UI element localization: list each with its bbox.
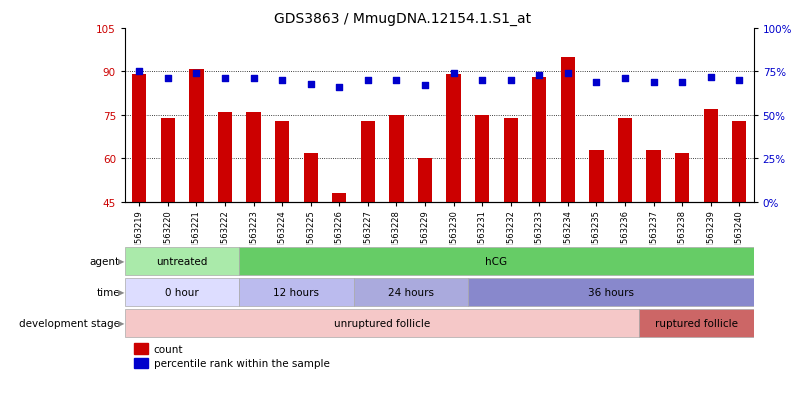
Point — [333, 85, 346, 91]
Bar — [125, 309, 639, 337]
Bar — [589, 150, 604, 202]
Bar — [218, 113, 232, 202]
Text: 24 hours: 24 hours — [388, 287, 434, 297]
Text: 0 hour: 0 hour — [165, 287, 199, 297]
Bar — [732, 121, 746, 202]
Text: ▶: ▶ — [118, 288, 124, 297]
Point — [675, 79, 688, 86]
Text: unruptured follicle: unruptured follicle — [334, 318, 430, 328]
Bar — [354, 278, 467, 306]
Text: GDS3863 / MmugDNA.12154.1.S1_at: GDS3863 / MmugDNA.12154.1.S1_at — [274, 12, 532, 26]
Point — [704, 74, 717, 81]
Bar — [475, 116, 489, 202]
Text: development stage: development stage — [19, 318, 120, 328]
Bar — [389, 116, 404, 202]
Bar — [239, 247, 754, 275]
Point — [218, 76, 231, 83]
Bar — [447, 75, 461, 202]
Bar — [561, 58, 575, 202]
Point — [418, 83, 431, 90]
Text: ▶: ▶ — [118, 257, 124, 266]
Point — [590, 79, 603, 86]
Bar — [675, 153, 689, 202]
Bar — [467, 278, 754, 306]
Point — [390, 78, 403, 84]
Bar — [247, 113, 260, 202]
Point — [276, 78, 289, 84]
Bar — [332, 194, 347, 202]
Point — [304, 81, 317, 88]
Point — [476, 78, 488, 84]
Text: percentile rank within the sample: percentile rank within the sample — [153, 358, 330, 368]
Bar — [618, 119, 632, 202]
Bar — [134, 358, 147, 368]
Point — [562, 71, 575, 77]
Text: ▶: ▶ — [118, 319, 124, 328]
Bar — [532, 78, 546, 202]
Bar — [132, 75, 147, 202]
Bar — [418, 159, 432, 202]
Bar — [304, 153, 318, 202]
Point — [361, 78, 374, 84]
Point — [733, 78, 746, 84]
Point — [133, 69, 146, 76]
Bar — [646, 150, 661, 202]
Bar — [361, 121, 375, 202]
Point — [533, 72, 546, 79]
Point — [447, 71, 460, 77]
Text: time: time — [96, 287, 120, 297]
Bar — [125, 247, 239, 275]
Bar — [239, 278, 354, 306]
Text: count: count — [153, 344, 183, 354]
Bar — [504, 119, 518, 202]
Text: 36 hours: 36 hours — [588, 287, 634, 297]
Bar — [639, 309, 754, 337]
Point — [161, 76, 174, 83]
Point — [190, 71, 203, 77]
Point — [647, 79, 660, 86]
Bar — [704, 110, 718, 202]
Bar — [275, 121, 289, 202]
Text: hCG: hCG — [485, 256, 508, 266]
Bar — [160, 119, 175, 202]
Point — [505, 78, 517, 84]
Text: 12 hours: 12 hours — [273, 287, 319, 297]
Text: agent: agent — [89, 256, 120, 266]
Text: untreated: untreated — [156, 256, 208, 266]
Bar — [125, 278, 239, 306]
Bar — [189, 69, 203, 202]
Bar — [134, 344, 147, 354]
Text: ruptured follicle: ruptured follicle — [655, 318, 738, 328]
Point — [247, 76, 260, 83]
Point — [618, 76, 631, 83]
